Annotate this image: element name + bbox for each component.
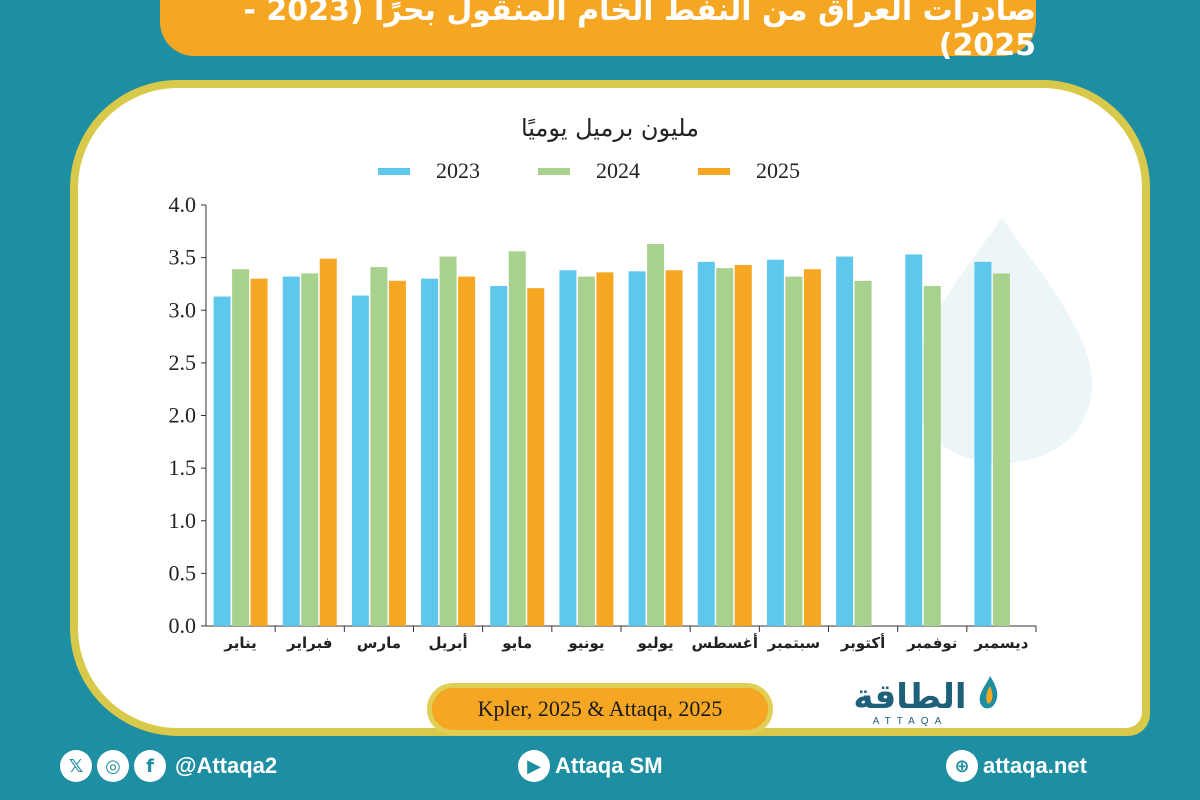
website-link[interactable]: attaqa.net [983, 753, 1087, 778]
y-tick-label: 0.5 [169, 560, 197, 585]
chart-title: مليون برميل يوميًا [521, 114, 699, 142]
bar-2023 [697, 261, 715, 626]
bar-2024 [577, 276, 595, 626]
x-tick-label: يونيو [567, 634, 604, 652]
chart-card: مليون برميل يوميًا 2023 2024 2025 0.0 0.5 1.0 1… [78, 88, 1142, 728]
x-tick-label: يوليو [636, 634, 673, 652]
bar-2023 [421, 278, 439, 626]
instagram-icon[interactable]: ◎ [97, 750, 129, 782]
legend-label-2024: 2024 [596, 158, 640, 183]
logo-mark-icon: الطاقة ATTAQA [853, 676, 998, 727]
footer: 𝕏 ◎ f @Attaqa2 ▶ Attaqa SM ⊕ attaqa.net [0, 738, 1200, 800]
y-tick-label: 1.0 [169, 508, 197, 533]
bar-2023 [974, 261, 992, 626]
y-tick-label: 3.0 [169, 297, 197, 322]
x-tick-label: نوفمبر [906, 634, 957, 652]
bar-2025 [803, 269, 821, 626]
bar-2025 [388, 280, 406, 626]
bar-2024 [716, 268, 734, 626]
youtube-icon[interactable]: ▶ [518, 750, 550, 782]
bar-2023 [351, 295, 369, 626]
bar-2023 [559, 270, 577, 626]
x-tick-label: أكتوبر [840, 633, 885, 652]
legend-label-2025: 2025 [756, 158, 800, 183]
bar-2023 [905, 254, 923, 626]
y-tick-label: 1.5 [169, 455, 197, 480]
social-group: 𝕏 ◎ f @Attaqa2 [60, 750, 277, 782]
logo-latin-text: ATTAQA [873, 716, 948, 727]
bar-chart: مليون برميل يوميًا 2023 2024 2025 0.0 0.5 1.0 1… [169, 114, 1037, 652]
x-tick-label: سبتمبر [767, 634, 821, 652]
x-tick-label: أغسطس [692, 633, 758, 652]
youtube-group: ▶ Attaqa SM [518, 750, 663, 782]
bar-2023 [766, 259, 784, 626]
x-tick-label: ديسمبر [973, 634, 1028, 652]
x-tick-label: أبريل [429, 633, 468, 652]
bar-2025 [458, 276, 476, 626]
bar-2025 [596, 272, 614, 626]
x-icon[interactable]: 𝕏 [60, 750, 92, 782]
social-handle[interactable]: @Attaqa2 [175, 753, 278, 778]
page-title: صادرات العراق من النفط الخام المنقول بحر… [243, 0, 1037, 63]
legend-label-2023: 2023 [436, 158, 480, 183]
bar-2023 [628, 271, 646, 626]
bar-2024 [301, 273, 319, 626]
source-text: Kpler, 2025 & Attaqa, 2025 [477, 696, 723, 721]
bar-2024 [992, 273, 1010, 626]
y-tick-label: 3.5 [169, 245, 197, 270]
bar-2023 [490, 286, 508, 626]
bar-2024 [647, 243, 665, 626]
bar-2024 [370, 267, 388, 626]
chart-card-frame: مليون برميل يوميًا 2023 2024 2025 0.0 0.5 1.0 1… [70, 80, 1150, 736]
bar-2023 [282, 276, 300, 626]
globe-icon[interactable]: ⊕ [946, 750, 978, 782]
y-tick-label: 0.0 [169, 613, 197, 638]
bar-2025 [665, 270, 683, 626]
y-tick-label: 2.0 [169, 403, 197, 428]
bar-2025 [527, 288, 545, 626]
bar-2023 [213, 296, 231, 626]
y-tick-label: 4.0 [169, 192, 197, 217]
y-tick-label: 2.5 [169, 350, 197, 375]
bar-2024 [508, 251, 526, 626]
title-banner: صادرات العراق من النفط الخام المنقول بحر… [160, 0, 1036, 63]
bar-2024 [232, 269, 250, 626]
attaqa-logo: الطاقة ATTAQA [840, 672, 1000, 728]
legend-swatch-2023 [378, 168, 410, 175]
facebook-icon[interactable]: f [134, 750, 166, 782]
bar-2024 [785, 276, 803, 626]
bar-2025 [250, 278, 268, 626]
bar-2025 [319, 258, 337, 626]
x-tick-label: مايو [501, 634, 532, 652]
x-tick-label: فبراير [286, 634, 332, 652]
logo-arabic-text: الطاقة [853, 677, 966, 717]
bar-2024 [854, 280, 872, 626]
youtube-channel[interactable]: Attaqa SM [555, 753, 663, 778]
bar-2024 [923, 286, 941, 626]
legend-swatch-2024 [538, 168, 570, 175]
bar-2024 [439, 256, 457, 626]
x-tick-label: يناير [223, 634, 256, 652]
source-label: Kpler, 2025 & Attaqa, 2025 [427, 683, 773, 735]
legend-swatch-2025 [698, 168, 730, 175]
website-group: ⊕ attaqa.net [946, 750, 1087, 782]
bar-2025 [734, 264, 752, 626]
bar-2023 [836, 256, 854, 626]
x-tick-label: مارس [357, 634, 401, 652]
